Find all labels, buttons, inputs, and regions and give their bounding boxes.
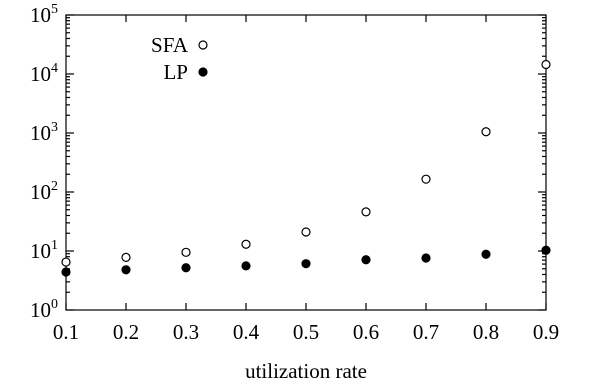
x-tick-label: 0.7 bbox=[413, 320, 439, 344]
point-sfa bbox=[421, 174, 431, 184]
point-sfa bbox=[301, 227, 311, 237]
x-tick-label: 0.4 bbox=[233, 320, 260, 344]
point-lp bbox=[181, 263, 191, 273]
x-tick-label: 0.2 bbox=[113, 320, 139, 344]
y-tick-label: 105 bbox=[30, 2, 58, 27]
y-tick-label: 104 bbox=[30, 61, 58, 86]
legend-label: LP bbox=[163, 60, 188, 84]
x-axis: 0.1 0.2 0.3 0.4 0.5 0.6 0.7 0.8 0.9 bbox=[53, 15, 559, 344]
point-sfa bbox=[241, 239, 251, 249]
point-sfa bbox=[121, 252, 131, 262]
x-tick-label: 0.9 bbox=[533, 320, 559, 344]
x-tick-label: 0.5 bbox=[293, 320, 319, 344]
y-axis: 100 101 102 103 104 105 bbox=[30, 2, 546, 322]
legend-marker bbox=[198, 40, 208, 50]
point-lp bbox=[241, 261, 251, 271]
x-axis-title: utilization rate bbox=[245, 359, 367, 383]
point-lp bbox=[421, 253, 431, 263]
y-tick-label: 102 bbox=[30, 179, 58, 204]
point-lp bbox=[481, 249, 491, 259]
point-sfa bbox=[61, 257, 71, 267]
y-tick-label: 103 bbox=[30, 120, 58, 145]
x-tick-label: 0.6 bbox=[353, 320, 379, 344]
legend: SFA LP bbox=[151, 33, 208, 84]
point-lp bbox=[121, 265, 131, 275]
legend-label: SFA bbox=[151, 33, 189, 57]
x-tick-label: 0.3 bbox=[173, 320, 199, 344]
y-tick-label: 101 bbox=[30, 238, 58, 263]
point-lp bbox=[301, 259, 311, 269]
point-lp bbox=[361, 255, 371, 265]
x-tick-label: 0.1 bbox=[53, 320, 79, 344]
legend-marker bbox=[198, 67, 208, 77]
y-tick-label: 100 bbox=[30, 297, 58, 322]
point-lp bbox=[541, 245, 551, 255]
x-tick-label: 0.8 bbox=[473, 320, 499, 344]
point-sfa bbox=[481, 127, 491, 137]
data-points bbox=[61, 59, 551, 277]
series-lp bbox=[61, 245, 551, 277]
point-sfa bbox=[541, 59, 551, 70]
point-sfa bbox=[181, 247, 191, 257]
series-sfa bbox=[61, 59, 551, 267]
point-lp bbox=[61, 267, 71, 277]
point-sfa bbox=[361, 207, 371, 217]
